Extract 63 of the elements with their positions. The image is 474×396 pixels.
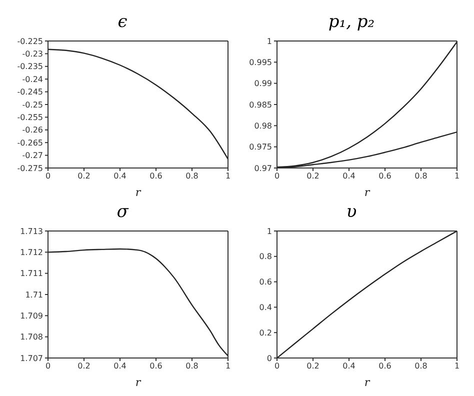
y-tick-label: 0.8	[259, 252, 272, 262]
x-tick-label: 0.6	[378, 362, 392, 371]
x-tick-label: 0	[274, 362, 280, 371]
y-tick-label: 0.99	[254, 79, 272, 88]
x-tick-label: 0.8	[186, 362, 198, 371]
y-tick-label: 0.2	[259, 328, 272, 338]
chart-title: υ	[345, 201, 358, 224]
x-tick-label: 1	[454, 362, 460, 371]
x-tick-label: 1	[454, 172, 460, 181]
y-tick-label: 0	[266, 354, 272, 363]
y-tick-label: 1	[266, 226, 272, 236]
x-axis-title: r	[364, 186, 370, 199]
y-tick-label: 0.995	[249, 58, 272, 68]
x-tick-label: 0.4	[114, 362, 126, 371]
x-tick-label: 0.8	[414, 362, 428, 371]
y-tick-label: 1.707	[20, 354, 43, 363]
y-tick-label: 1.709	[20, 312, 43, 321]
y-tick-label: -0.24	[22, 74, 43, 84]
y-tick-label: 1.711	[20, 269, 43, 278]
x-tick-label: 0.6	[378, 172, 392, 181]
x-tick-label: 0.6	[150, 362, 162, 371]
x-axis-title: r	[364, 376, 370, 389]
x-tick-label: 0	[45, 362, 51, 371]
y-tick-label: 0.4	[259, 303, 272, 312]
y-tick-label: 1	[266, 36, 272, 46]
x-tick-label: 1	[225, 362, 231, 371]
y-tick-label: 0.98	[254, 122, 272, 131]
y-tick-label: -0.26	[22, 126, 43, 135]
y-tick-label: -0.225	[17, 36, 43, 46]
y-tick-label: 1.71	[25, 290, 43, 300]
x-tick-label: 0.2	[306, 172, 320, 181]
x-tick-label: 0.4	[114, 172, 126, 181]
y-tick-label: -0.245	[17, 88, 43, 97]
y-tick-label: 0.6	[259, 278, 272, 287]
y-tick-label: 1.708	[20, 332, 43, 342]
y-tick-label: -0.235	[17, 62, 43, 72]
y-tick-label: -0.27	[22, 151, 43, 160]
x-tick-label: 0.4	[342, 362, 356, 371]
x-tick-label: 0.8	[186, 172, 198, 181]
chart-title: p₁, p₂	[327, 11, 376, 34]
y-tick-label: -0.255	[17, 113, 43, 122]
x-tick-label: 0.6	[150, 172, 162, 181]
y-tick-label: -0.23	[22, 50, 43, 59]
x-tick-label: 0	[45, 172, 51, 181]
y-tick-label: -0.25	[22, 100, 43, 110]
x-tick-label: 0.2	[78, 172, 90, 181]
y-tick-label: -0.275	[17, 164, 43, 173]
y-tick-label: -0.265	[17, 138, 43, 148]
chart-title: σ	[116, 201, 130, 224]
x-tick-label: 0.2	[78, 362, 90, 371]
x-tick-label: 0.8	[414, 172, 428, 181]
x-axis-title: r	[135, 376, 142, 389]
y-tick-label: 0.975	[249, 142, 272, 152]
x-tick-label: 0.2	[306, 362, 320, 371]
x-tick-label: 1	[225, 172, 231, 181]
y-tick-label: 1.712	[20, 248, 43, 258]
y-tick-label: 0.985	[249, 100, 272, 110]
x-axis-title: r	[135, 186, 142, 199]
y-tick-label: 1.713	[20, 226, 43, 236]
x-tick-label: 0.4	[342, 172, 356, 181]
x-tick-label: 0	[274, 172, 280, 181]
y-tick-label: 0.97	[254, 164, 272, 173]
chart-title: ϵ	[116, 11, 128, 34]
